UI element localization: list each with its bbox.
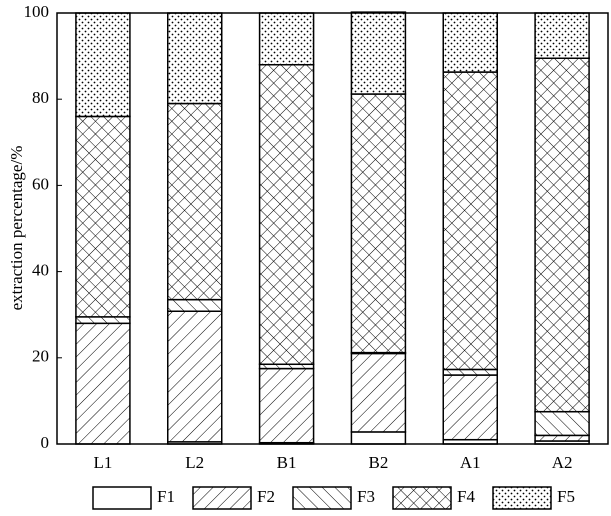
legend-swatch bbox=[192, 486, 252, 510]
bar-segment bbox=[258, 63, 315, 366]
x-tick-label: A2 bbox=[552, 453, 573, 472]
x-tick-label: L1 bbox=[93, 453, 112, 472]
bar-segment bbox=[442, 12, 498, 73]
legend-swatch bbox=[392, 486, 452, 510]
y-tick-label: 100 bbox=[24, 2, 50, 21]
legend-label: F2 bbox=[257, 487, 275, 506]
plot-frame bbox=[56, 12, 609, 445]
bar-segment bbox=[167, 298, 223, 313]
bar-segment bbox=[75, 12, 131, 118]
bar-segment bbox=[75, 316, 131, 325]
legend-label: F3 bbox=[357, 487, 375, 506]
bar-segment bbox=[75, 322, 131, 445]
bar-segment bbox=[442, 368, 498, 376]
bar-segment bbox=[167, 102, 223, 301]
bar-segment bbox=[350, 352, 407, 433]
legend-swatch bbox=[292, 486, 352, 510]
bar-segment bbox=[167, 12, 223, 105]
y-tick-label: 0 bbox=[41, 433, 50, 452]
legend-swatch bbox=[492, 486, 552, 510]
bar-segment bbox=[258, 367, 315, 444]
bar-segment bbox=[534, 410, 590, 437]
legend-label: F1 bbox=[157, 487, 175, 506]
bar-segment bbox=[534, 57, 590, 413]
bar-segment bbox=[167, 310, 223, 443]
bar-segment bbox=[350, 11, 407, 95]
x-tick-label: L2 bbox=[185, 453, 204, 472]
bar-segment bbox=[350, 93, 407, 354]
x-tick-label: B1 bbox=[277, 453, 297, 472]
bar-segment bbox=[75, 115, 131, 318]
y-tick-label: 80 bbox=[32, 88, 49, 107]
bar-segment bbox=[350, 431, 407, 445]
bar-segment bbox=[534, 12, 590, 60]
legend-label: F5 bbox=[557, 487, 575, 506]
legend-label: F4 bbox=[457, 487, 475, 506]
legend-swatch bbox=[92, 486, 152, 510]
bar-segment bbox=[442, 71, 498, 371]
x-tick-label: A1 bbox=[460, 453, 481, 472]
y-axis-label: extraction percentage/% bbox=[7, 146, 26, 311]
y-tick-label: 40 bbox=[32, 261, 49, 280]
x-tick-label: B2 bbox=[368, 453, 388, 472]
y-tick-label: 20 bbox=[32, 347, 49, 366]
bar-segment bbox=[258, 12, 315, 66]
bar-segment bbox=[442, 374, 498, 441]
y-tick-label: 60 bbox=[32, 174, 49, 193]
bar-segment bbox=[534, 434, 590, 442]
